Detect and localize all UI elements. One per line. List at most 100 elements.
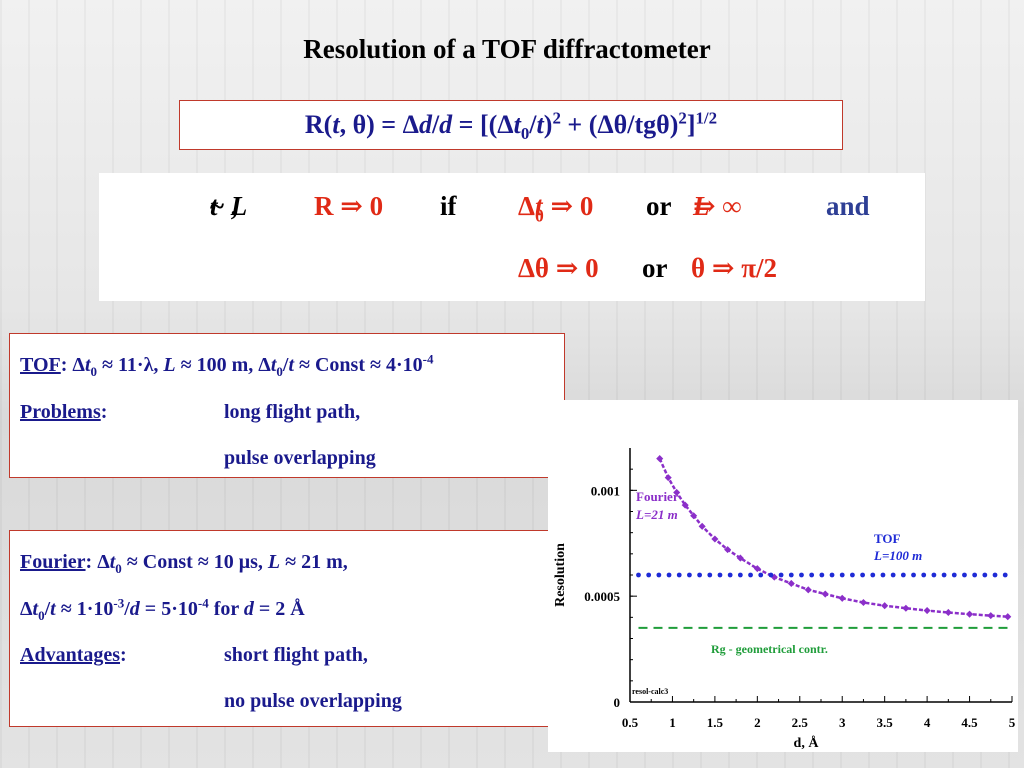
- theta-to-pi-half: θ ⇒ π/2: [691, 253, 778, 283]
- corner-tag: resol-calc3: [632, 687, 668, 696]
- l-to-infinity: L ⇒ ∞: [693, 191, 742, 221]
- advantages-label: Advantages:: [20, 644, 127, 666]
- tof-point: [809, 572, 815, 578]
- chart-svg: 0.5 1 1.5 2 2.5 3 3.5 4 4.5 5 0 0.0005 0.001 Fourier…: [553, 448, 1016, 751]
- fourier-point: [804, 586, 812, 594]
- tof-head: TOF: Δt0 ≈ 11·λ, L ≈ 100 m, Δt0/t ≈ Cons…: [20, 351, 434, 379]
- x-tick-label: 4: [924, 715, 931, 730]
- and-word: and: [826, 191, 870, 221]
- tof-point: [687, 572, 692, 578]
- tof-l-annotation: L=100 m: [873, 548, 922, 563]
- fourier-point: [698, 522, 706, 530]
- fourier-point: [859, 598, 867, 607]
- dtheta-to-zero: Δθ ⇒ 0: [518, 253, 599, 283]
- tof-point: [860, 572, 865, 578]
- tof-point: [982, 572, 988, 578]
- tof-point: [819, 572, 825, 578]
- tof-point: [656, 572, 662, 578]
- tof-point: [870, 572, 876, 578]
- fourier-point: [711, 535, 719, 543]
- fourier-point: [923, 607, 931, 615]
- tof-box: TOF: Δt0 ≈ 11·λ, L ≈ 100 m, Δt0/t ≈ Cons…: [9, 333, 565, 478]
- fourier-point: [987, 612, 995, 620]
- fourier-point: [902, 604, 910, 612]
- tof-point: [972, 572, 978, 578]
- tof-point: [850, 572, 855, 578]
- tof-point: [799, 572, 804, 578]
- page-title: Resolution of a TOF diffractometer: [303, 34, 711, 64]
- tof-point: [931, 572, 937, 578]
- geo-annotation: Rg - geometrical contr.: [711, 642, 828, 656]
- or-word-1: or: [646, 191, 672, 221]
- tof-point: [768, 572, 774, 578]
- tof-point: [778, 572, 784, 578]
- fourier-point: [1004, 613, 1012, 621]
- y-tick-label: 0.0005: [584, 589, 620, 604]
- fourier-point: [787, 579, 795, 588]
- tof-point: [839, 572, 845, 578]
- fourier-point: [656, 455, 664, 463]
- x-tick-label: 5: [1009, 715, 1016, 730]
- problem-2: pulse overlapping: [224, 447, 376, 469]
- fourier-point: [881, 602, 889, 610]
- tof-point: [636, 572, 641, 578]
- tof-annotation: TOF: [874, 531, 901, 546]
- x-tick-label: 3.5: [877, 715, 894, 730]
- fourier-l-annotation: L=21 m: [635, 507, 678, 522]
- tof-point: [727, 572, 733, 578]
- fourier-point: [966, 610, 974, 618]
- if-word: if: [440, 191, 457, 221]
- x-tick-label: 2.5: [792, 715, 809, 730]
- tof-point: [951, 572, 957, 578]
- tof-point: [829, 572, 835, 578]
- y-tick-label: 0.001: [591, 483, 620, 498]
- tof-point: [788, 572, 794, 578]
- tof-point: [921, 572, 927, 578]
- tof-point: [676, 572, 682, 578]
- fourier-box: Fourier: Δt0 ≈ Const ≈ 10 μs, L ≈ 21 m, …: [9, 530, 549, 727]
- tof-point: [697, 572, 703, 578]
- or-word-2: or: [642, 253, 668, 283]
- fourier-head: Fourier: Δt0 ≈ Const ≈ 10 μs, L ≈ 21 m,: [20, 551, 348, 576]
- tof-point: [890, 572, 896, 578]
- tof-point: [941, 572, 947, 578]
- tof-point: [962, 572, 967, 578]
- resolution-chart: 0.5 1 1.5 2 2.5 3 3.5 4 4.5 5 0 0.0005 0.001 Fourier…: [548, 400, 1018, 752]
- r-to-zero: R ⇒ 0: [314, 191, 384, 221]
- x-tick-label: 0.5: [622, 715, 639, 730]
- problems-label: Problems:: [20, 401, 108, 423]
- advantage-1: short flight path,: [224, 644, 368, 666]
- tof-point: [707, 572, 713, 578]
- advantage-2: no pulse overlapping: [224, 690, 402, 712]
- fourier-line2: Δt0/t ≈ 1·10-3/d = 5·10-4 for d = 2 Å: [20, 595, 305, 623]
- tof-point: [666, 572, 672, 578]
- x-tick-label: 1.5: [707, 715, 724, 730]
- resolution-formula: R(t, θ) = Δd/d = [(Δt0/t)2 + (Δθ/tgθ)2]1…: [179, 100, 843, 150]
- x-tick-label: 4.5: [961, 715, 978, 730]
- x-axis-label: d, Å: [794, 735, 820, 751]
- x-tick-label: 2: [754, 715, 761, 730]
- fourier-point: [944, 608, 952, 617]
- tof-point: [992, 572, 998, 578]
- tof-point: [717, 572, 723, 578]
- t-proportional-L: t ~ L,: [210, 191, 248, 221]
- fourier-series-line: [658, 458, 1008, 618]
- tof-point: [880, 572, 886, 578]
- fourier-annotation: Fourier: [636, 489, 679, 504]
- fourier-point: [664, 474, 672, 482]
- y-tick-label: 0: [614, 695, 621, 710]
- tof-point: [911, 572, 916, 578]
- tof-point: [737, 572, 743, 578]
- tof-point: [900, 572, 906, 578]
- y-axis-label: Resolution: [553, 543, 568, 607]
- tof-point: [748, 572, 753, 578]
- tof-point: [646, 572, 652, 578]
- problem-1: long flight path,: [224, 401, 361, 423]
- tof-point: [758, 572, 764, 578]
- tof-point: [1002, 572, 1008, 578]
- x-tick-label: 3: [839, 715, 846, 730]
- x-tick-label: 1: [669, 715, 676, 730]
- fourier-point: [821, 590, 829, 598]
